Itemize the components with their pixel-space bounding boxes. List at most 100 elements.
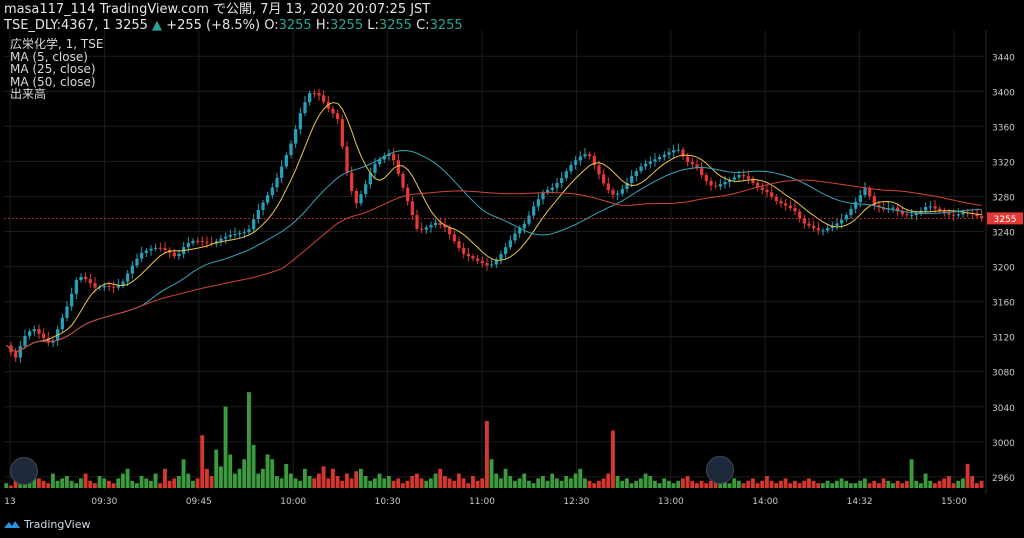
candle-body bbox=[905, 214, 909, 216]
volume-bar bbox=[298, 480, 303, 488]
current-price-tag bbox=[987, 212, 1023, 225]
candle-body bbox=[224, 236, 228, 239]
candle-body bbox=[821, 230, 825, 232]
candle-body bbox=[597, 165, 601, 175]
candle-body bbox=[723, 181, 727, 185]
close-value: 3255 bbox=[429, 18, 463, 33]
legend-volume[interactable]: 出来高 bbox=[10, 87, 47, 101]
candle-body bbox=[420, 228, 424, 230]
candle-body bbox=[704, 175, 708, 181]
volume-bar bbox=[50, 473, 55, 488]
volume-bar bbox=[951, 483, 956, 488]
volume-bar bbox=[349, 478, 354, 488]
volume-bar bbox=[732, 478, 737, 488]
candle-body bbox=[88, 279, 92, 284]
volume-bar bbox=[246, 392, 251, 488]
close-label: C: bbox=[416, 18, 430, 33]
candle-body bbox=[504, 247, 508, 255]
candle-body bbox=[186, 243, 190, 248]
volume-bar bbox=[503, 468, 508, 488]
volume-bar bbox=[424, 480, 429, 488]
legend-ma25[interactable]: MA (25, close) bbox=[10, 62, 96, 76]
chart-logo-icon[interactable] bbox=[10, 457, 38, 485]
candle-body bbox=[611, 190, 615, 195]
candle-body bbox=[583, 154, 587, 157]
legend-symbol[interactable]: 広栄化学, 1, TSE bbox=[10, 37, 104, 51]
volume-bar bbox=[498, 478, 503, 488]
volume-bar bbox=[568, 478, 573, 488]
volume-bar bbox=[937, 480, 942, 488]
candle-body bbox=[695, 164, 699, 169]
volume-bar bbox=[662, 478, 667, 488]
price-tick-label: 3000 bbox=[992, 439, 1015, 449]
time-tick-label: 09:45 bbox=[186, 497, 212, 507]
volume-bar bbox=[452, 480, 457, 488]
volume-bar bbox=[596, 480, 601, 488]
volume-bar bbox=[251, 444, 256, 488]
chart-logo-icon-2[interactable] bbox=[706, 456, 734, 484]
volume-bar bbox=[190, 480, 195, 488]
candle-body bbox=[247, 229, 251, 233]
candle-body bbox=[574, 160, 578, 165]
volume-bar bbox=[862, 478, 867, 488]
candle-body bbox=[130, 265, 134, 274]
volume-bar bbox=[643, 473, 648, 488]
candle-body bbox=[508, 240, 512, 248]
candle-body bbox=[672, 150, 676, 153]
volume-bar bbox=[400, 483, 405, 488]
candle-body bbox=[868, 188, 872, 197]
volume-bar bbox=[690, 480, 695, 488]
candle-body bbox=[532, 206, 536, 216]
candle-body bbox=[210, 242, 214, 244]
volume-bar bbox=[960, 478, 965, 488]
candle-body bbox=[947, 213, 951, 215]
candle-body bbox=[961, 212, 965, 215]
volume-bar bbox=[176, 476, 181, 488]
ma50-line bbox=[6, 179, 982, 353]
tradingview-brand[interactable]: TradingView bbox=[4, 518, 90, 531]
volume-bar bbox=[676, 480, 681, 488]
volume-bar bbox=[638, 478, 643, 488]
volume-bar bbox=[680, 478, 685, 488]
legend-ma5[interactable]: MA (5, close) bbox=[10, 49, 88, 64]
volume-bar bbox=[979, 480, 984, 488]
volume-bar bbox=[802, 480, 807, 488]
candle-body bbox=[252, 219, 256, 230]
candle-body bbox=[718, 184, 722, 187]
candle-body bbox=[760, 187, 764, 190]
volume-bar bbox=[904, 480, 909, 488]
candle-body bbox=[709, 180, 713, 186]
volume-bar bbox=[517, 478, 522, 488]
footer-bar bbox=[0, 512, 1024, 538]
candle-body bbox=[378, 159, 382, 165]
price-tick-label: 3440 bbox=[992, 53, 1015, 63]
candle-body bbox=[835, 223, 839, 226]
volume-bar bbox=[195, 478, 200, 488]
candle-body bbox=[46, 338, 50, 343]
volume-bar bbox=[489, 459, 494, 488]
candle-body bbox=[499, 254, 503, 260]
candle-body bbox=[788, 205, 792, 208]
candle-body bbox=[79, 276, 83, 280]
candle-body bbox=[578, 156, 582, 161]
volume-bar bbox=[587, 480, 592, 488]
candle-body bbox=[452, 234, 456, 242]
time-tick-label: 11:00 bbox=[469, 497, 495, 507]
volume-bar bbox=[811, 480, 816, 488]
candle-body bbox=[975, 213, 979, 217]
candle-body bbox=[438, 222, 442, 225]
candle-body bbox=[854, 201, 858, 209]
candle-body bbox=[625, 182, 629, 190]
price-tick-label: 3240 bbox=[992, 229, 1015, 239]
legend-ma50[interactable]: MA (50, close) bbox=[10, 74, 96, 89]
candle-body bbox=[546, 189, 550, 193]
volume-bar bbox=[218, 466, 223, 488]
volume-bar bbox=[965, 464, 970, 488]
current-price-tag-label: 3255 bbox=[994, 215, 1017, 225]
volume-bar bbox=[466, 483, 471, 488]
high-label: H: bbox=[315, 18, 330, 33]
volume-bar bbox=[316, 473, 321, 488]
volume-bar bbox=[750, 478, 755, 488]
candle-body bbox=[256, 209, 260, 220]
